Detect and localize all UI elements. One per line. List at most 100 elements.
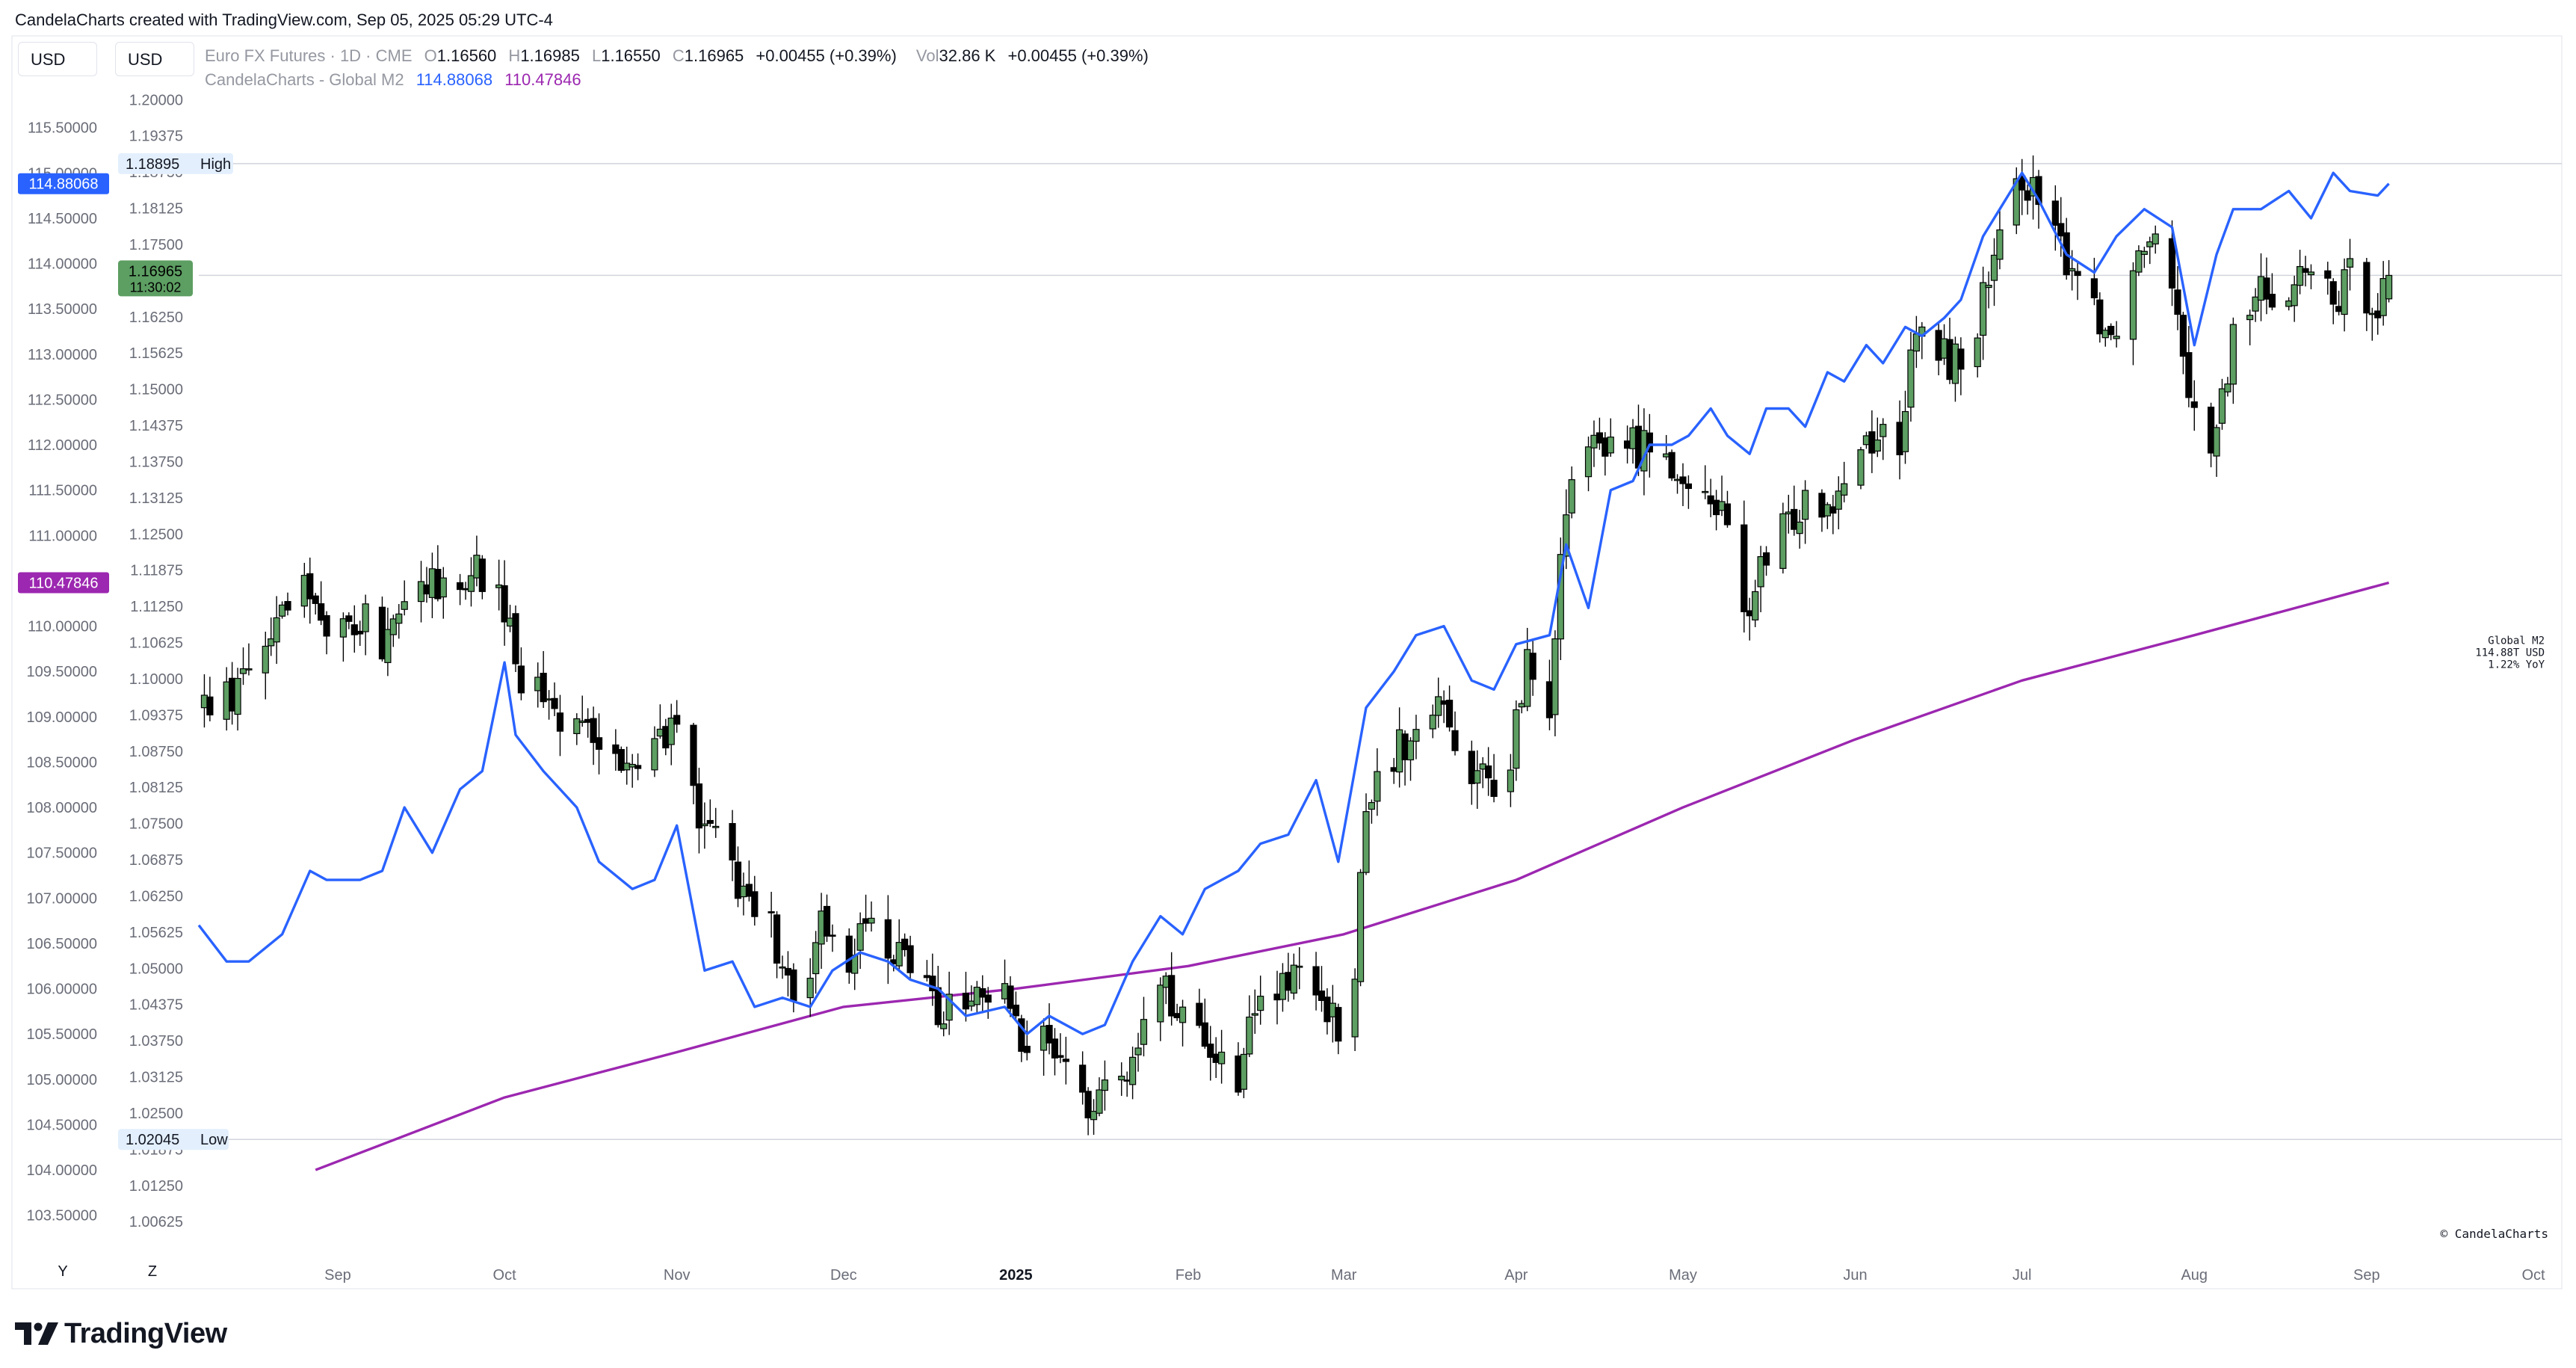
candle[interactable] xyxy=(2257,253,2265,321)
candle[interactable] xyxy=(968,985,975,1011)
candle[interactable] xyxy=(2113,321,2120,348)
candle[interactable] xyxy=(979,975,986,1014)
candle[interactable] xyxy=(1668,449,1675,481)
candle[interactable] xyxy=(1791,485,1798,536)
candle[interactable] xyxy=(1329,985,1336,1043)
candle[interactable] xyxy=(1251,989,1258,1034)
candle[interactable] xyxy=(1746,597,1753,641)
candle[interactable] xyxy=(423,567,430,603)
candle[interactable] xyxy=(1707,478,1714,517)
candle[interactable] xyxy=(378,596,386,662)
candle[interactable] xyxy=(300,562,308,618)
candle[interactable] xyxy=(1623,425,1631,464)
candle[interactable] xyxy=(2341,258,2348,332)
candle[interactable] xyxy=(1485,747,1492,796)
candle[interactable] xyxy=(462,582,469,600)
candle[interactable] xyxy=(1162,972,1170,1005)
candle[interactable] xyxy=(1513,700,1520,781)
candle[interactable] xyxy=(784,951,792,996)
candle[interactable] xyxy=(1351,968,1359,1051)
candle[interactable] xyxy=(1857,446,1865,490)
candle[interactable] xyxy=(318,581,325,626)
candle[interactable] xyxy=(323,611,330,655)
candle[interactable] xyxy=(1841,461,1848,503)
candle[interactable] xyxy=(312,593,319,615)
candle[interactable] xyxy=(1235,1042,1242,1096)
candle[interactable] xyxy=(1001,959,1009,1004)
candle[interactable] xyxy=(2152,225,2159,254)
candle[interactable] xyxy=(1279,963,1287,1012)
candle[interactable] xyxy=(812,931,820,994)
candle[interactable] xyxy=(1985,271,1992,309)
candle[interactable] xyxy=(2019,158,2026,215)
candle[interactable] xyxy=(628,754,636,788)
candle[interactable] xyxy=(1201,998,1208,1049)
candle[interactable] xyxy=(673,700,681,733)
candle[interactable] xyxy=(384,607,392,677)
candle[interactable] xyxy=(1323,988,1331,1035)
candle[interactable] xyxy=(1212,1037,1220,1079)
candle[interactable] xyxy=(545,690,553,720)
candle[interactable] xyxy=(818,893,825,970)
candle[interactable] xyxy=(634,753,642,780)
candle[interactable] xyxy=(1702,465,1709,499)
candle[interactable] xyxy=(467,557,475,607)
candle[interactable] xyxy=(2368,307,2376,341)
candle[interactable] xyxy=(973,981,980,1014)
candle[interactable] xyxy=(729,810,736,881)
candle[interactable] xyxy=(590,706,597,765)
candle[interactable] xyxy=(1173,1003,1181,1021)
candle[interactable] xyxy=(1723,490,1732,528)
candle[interactable] xyxy=(595,713,603,774)
candle[interactable] xyxy=(1518,700,1525,714)
candle[interactable] xyxy=(856,912,864,970)
candle[interactable] xyxy=(2190,380,2198,431)
candle[interactable] xyxy=(1874,417,1881,457)
candle[interactable] xyxy=(1718,475,1726,517)
candle[interactable] xyxy=(1629,419,1637,464)
candle[interactable] xyxy=(456,573,464,606)
candle[interactable] xyxy=(1796,509,1803,549)
candle[interactable] xyxy=(667,703,675,765)
candle[interactable] xyxy=(751,875,759,926)
candle[interactable] xyxy=(278,601,286,619)
candle[interactable] xyxy=(1684,475,1693,509)
candle[interactable] xyxy=(2207,402,2215,468)
candle[interactable] xyxy=(1240,1047,1247,1099)
candle[interactable] xyxy=(868,901,875,932)
candle[interactable] xyxy=(1179,999,1187,1047)
candle[interactable] xyxy=(1673,474,1681,494)
candle[interactable] xyxy=(1257,976,1264,1025)
candle[interactable] xyxy=(1474,750,1481,809)
candle[interactable] xyxy=(906,935,914,981)
candle[interactable] xyxy=(573,713,581,745)
candle[interactable] xyxy=(534,662,542,708)
candle[interactable] xyxy=(1218,1029,1226,1084)
candle[interactable] xyxy=(1490,754,1498,803)
candle[interactable] xyxy=(1679,463,1687,507)
candle[interactable] xyxy=(617,746,625,773)
candle[interactable] xyxy=(1023,1020,1031,1061)
candle[interactable] xyxy=(690,722,697,804)
candle[interactable] xyxy=(884,895,892,985)
candle[interactable] xyxy=(1362,793,1370,875)
candle[interactable] xyxy=(2302,256,2309,287)
candle[interactable] xyxy=(1868,410,1876,473)
candle[interactable] xyxy=(1951,336,1959,402)
candle[interactable] xyxy=(395,604,403,639)
candle[interactable] xyxy=(1062,1036,1069,1085)
candle[interactable] xyxy=(2363,258,2370,331)
candle[interactable] xyxy=(262,632,269,700)
candle[interactable] xyxy=(1051,1028,1059,1076)
candle[interactable] xyxy=(1479,757,1486,789)
symbol-legend[interactable]: Euro FX Futures · 1D · CME O1.16560 H1.1… xyxy=(205,46,1149,65)
candle[interactable] xyxy=(1335,1003,1342,1055)
candle[interactable] xyxy=(823,894,831,943)
candle[interactable] xyxy=(662,718,670,756)
candle[interactable] xyxy=(2379,261,2387,326)
candle[interactable] xyxy=(284,592,291,616)
candle[interactable] xyxy=(1896,400,1903,480)
candle[interactable] xyxy=(1557,537,1564,660)
candle[interactable] xyxy=(945,971,953,1035)
candle[interactable] xyxy=(1435,677,1442,728)
